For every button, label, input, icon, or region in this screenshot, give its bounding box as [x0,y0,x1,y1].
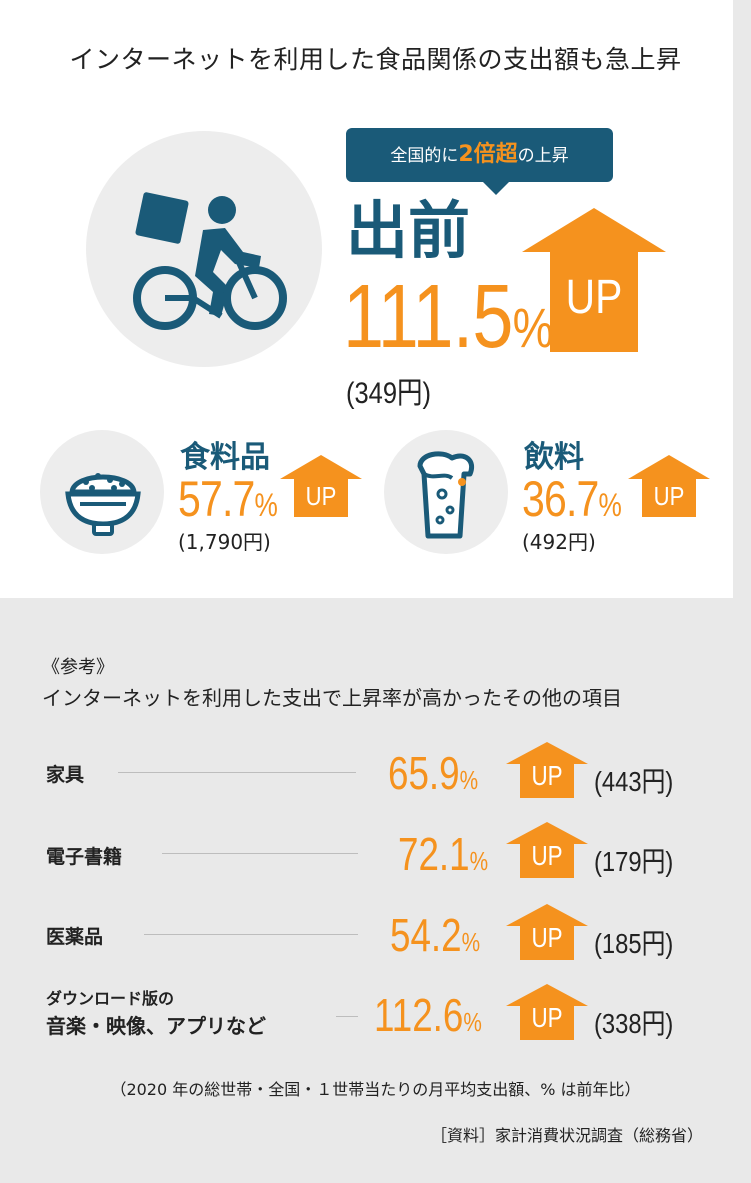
main-amount: (349円) [346,377,432,410]
drink-amount: (492円) [522,530,596,554]
row-up-text: UP [531,760,563,791]
food-up-text: UP [305,481,337,511]
food-pct-value: 57.7 [178,471,255,527]
row-label-medicine: 医薬品 [46,926,104,948]
row-label-downloads-line1: ダウンロード版の [46,989,175,1008]
row-amount-medicine: (185円) [594,928,674,959]
row-up-arrow [506,742,588,798]
row-up-arrow [506,984,588,1040]
callout-highlight: 2倍超 [458,142,518,167]
food-amount: (1,790円) [178,530,271,554]
footnote: （2020 年の総世帯・全国・１世帯当たりの月平均支出額、% は前年比） [110,1080,641,1099]
row-amount-ebooks: (179円) [594,846,674,877]
row-pct-unit: % [461,927,481,957]
row-pct-ebooks: 72.1% [398,827,488,881]
row-pct-unit: % [463,1007,482,1037]
callout-tail [482,181,510,195]
row-pct-value: 54.2 [390,909,462,961]
callout-box: 全国的に2倍超の上昇 [346,128,613,182]
row-pct-furniture: 65.9% [388,746,478,800]
row-up-text: UP [531,922,563,953]
row-label-downloads-line2: 音楽・映像、アプリなど [46,1014,266,1038]
main-pct-value: 111.5 [343,267,513,367]
row-up-text: UP [531,840,563,871]
row-label-ebooks: 電子書籍 [46,846,123,868]
reference-subtitle: インターネットを利用した支出で上昇率が高かったその他の項目 [42,686,622,710]
food-pct-unit: % [254,487,278,523]
source-citation: ［資料］家計消費状況調査（総務省） [430,1126,703,1145]
main-pct: 111.5% [343,272,553,373]
row-pct-value: 112.6 [374,989,464,1041]
drink-pct: 36.7% [522,471,622,530]
row-pct-unit: % [459,765,479,795]
drink-pct-unit: % [598,487,622,523]
rice-bowl-icon [65,473,141,536]
row-leader-line [144,934,358,935]
row-up-arrow [506,904,588,960]
row-amount-furniture: (443円) [594,766,674,797]
main-label: 出前 [346,194,471,267]
row-pct-unit: % [469,846,489,876]
row-amount-downloads: (338円) [594,1008,674,1039]
food-pct: 57.7% [178,471,278,530]
main-up-arrow [522,208,666,352]
main-pct-unit: % [512,296,554,359]
reference-title: 《参考》 [42,657,114,678]
row-leader-line [162,853,358,854]
food-label: 食料品 [180,440,270,475]
drink-pct-value: 36.7 [522,471,599,527]
drink-up-text: UP [653,481,685,511]
row-leader-line [118,772,356,773]
row-leader-line [336,1016,358,1017]
drink-label: 飲料 [524,440,584,475]
beer-glass-icon [417,451,474,539]
callout-prefix: 全国的に [390,146,459,166]
row-pct-medicine: 54.2% [390,908,480,962]
row-up-text: UP [531,1002,563,1033]
food-up-arrow [280,455,362,517]
headline: インターネットを利用した食品関係の支出額も急上昇 [69,45,682,74]
main-up-text: UP [565,271,623,324]
row-pct-downloads: 112.6% [374,988,482,1042]
row-up-arrow [506,822,588,878]
delivery-bicycle-icon [133,192,287,330]
row-pct-value: 72.1 [398,828,470,880]
callout-suffix: の上昇 [517,146,569,166]
row-pct-value: 65.9 [388,747,460,799]
row-label-furniture: 家具 [46,764,85,786]
drink-up-arrow [628,455,710,517]
